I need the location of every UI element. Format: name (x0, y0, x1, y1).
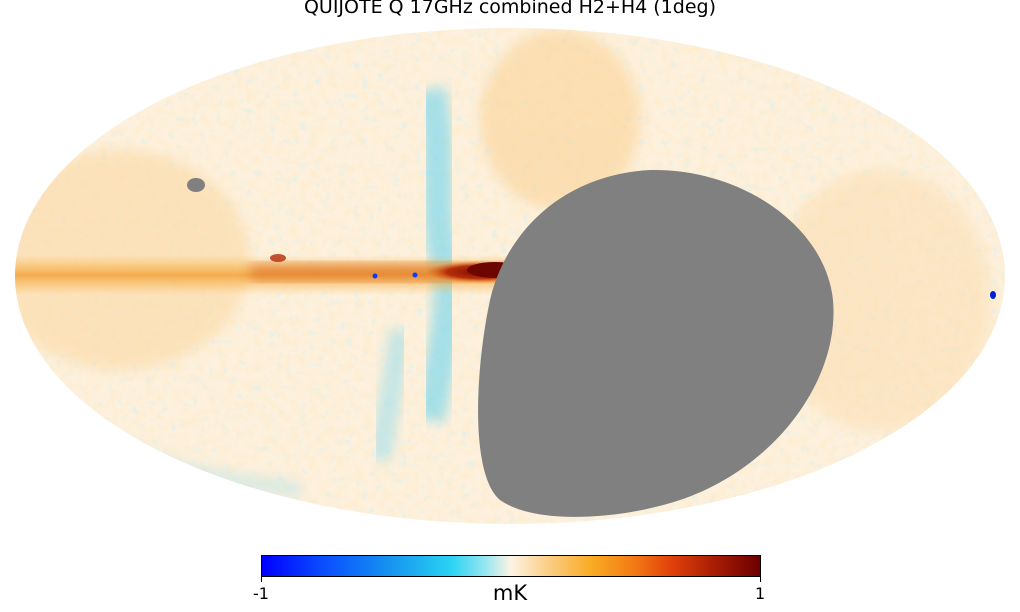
masked-source (187, 178, 205, 192)
sky-map (15, 28, 1005, 524)
masked-region (478, 169, 834, 517)
map-title: QUIJOTE Q 17GHz combined H2+H4 (1deg) (303, 0, 717, 18)
colorbar-max-label: 1 (755, 584, 766, 603)
sky-map-field (15, 28, 1005, 524)
point-source (990, 291, 996, 299)
point-source (412, 272, 418, 278)
colorbar (261, 555, 761, 577)
colorbar-unit-label: mK (492, 581, 528, 605)
point-source (372, 273, 378, 279)
colorbar-min-label: -1 (253, 584, 269, 603)
colorbar-tick-max (760, 577, 761, 582)
colorbar-tick-min (261, 577, 262, 582)
